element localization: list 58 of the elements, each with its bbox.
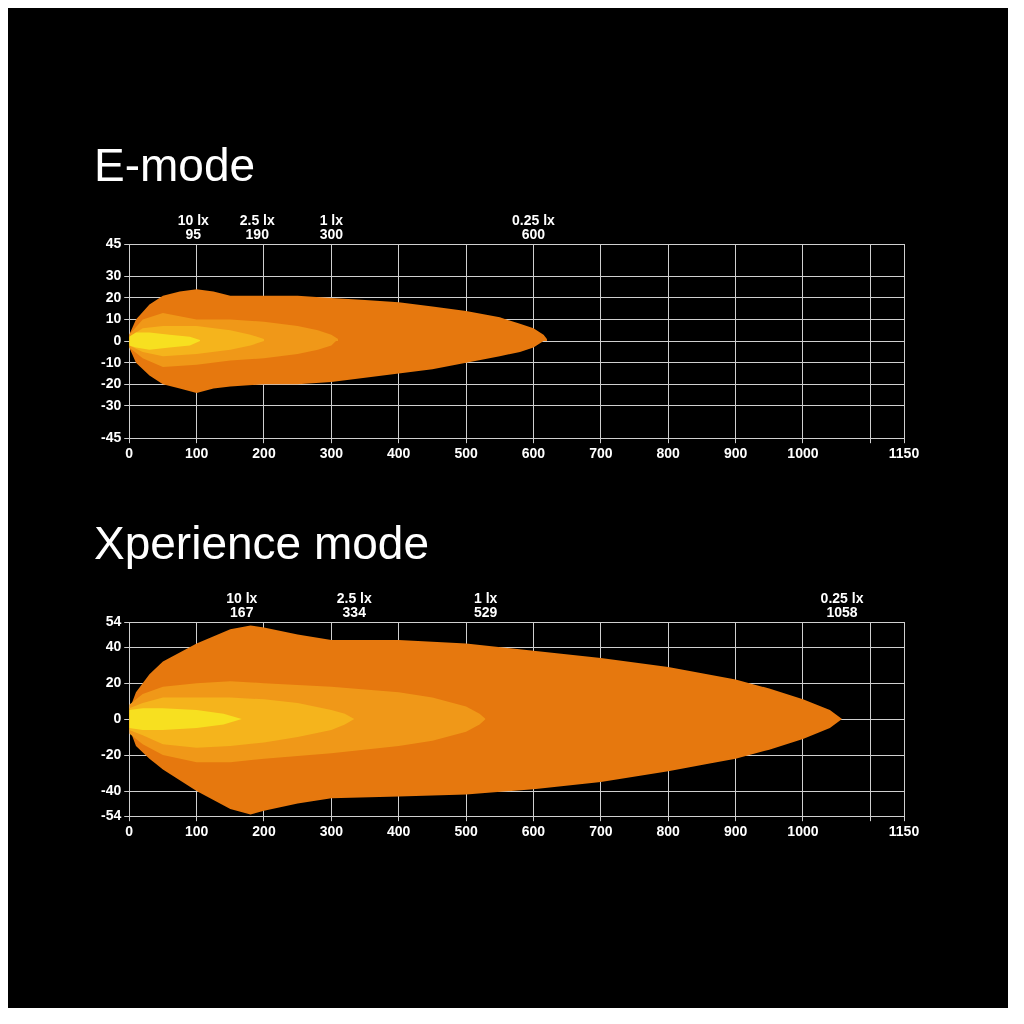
x-tick-label: 100 <box>184 445 209 462</box>
x-tick-label: 1150 <box>888 823 920 840</box>
x-tick-label: 300 <box>319 823 344 840</box>
text: 0.25 lx <box>820 589 864 606</box>
y-tick-label: 40 <box>105 638 122 655</box>
y-tick-label: -20 <box>101 745 122 762</box>
x-tick-label: 1000 <box>787 823 819 840</box>
y-tick-label: 0 <box>113 331 122 348</box>
x2-tick-label: 529 <box>473 603 498 620</box>
x-tick-label: 800 <box>656 823 681 840</box>
y-tick-label: -30 <box>101 396 122 413</box>
text: 0.25 lx <box>512 211 556 228</box>
y-tick-label: -20 <box>101 375 122 392</box>
y-tick-label: 20 <box>105 674 122 690</box>
y-tick-label: 20 <box>105 288 122 305</box>
x-tick-label: 700 <box>589 445 613 462</box>
y-tick-label: -10 <box>101 353 122 370</box>
x2-tick-label: 190 <box>245 225 270 242</box>
y-tick-label: -45 <box>101 429 122 446</box>
x-tick-label: 500 <box>454 823 478 840</box>
y-tick-label: 0 <box>113 709 122 726</box>
x-tick-label: 1000 <box>787 445 819 462</box>
y-tick-label: 30 <box>105 267 122 284</box>
text: 10 lx <box>177 211 210 228</box>
x-tick-label: 400 <box>387 445 411 462</box>
chart-title: Xperience mode <box>94 516 430 570</box>
y-tick-label: -40 <box>101 781 122 798</box>
y-tick-label: 10 <box>105 310 122 327</box>
x-tick-label: 600 <box>521 445 546 462</box>
x2-tick-label: 167 <box>230 603 254 620</box>
text: 10 lx <box>226 589 258 606</box>
x-tick-label: 0 <box>125 823 134 840</box>
x-tick-label: 200 <box>252 445 276 462</box>
x2-tick-label: 334 <box>342 603 367 620</box>
y-tick-label: 54 <box>105 612 122 629</box>
y-tick-label: -54 <box>101 807 122 824</box>
text: 2.5 lx <box>239 211 275 228</box>
x2-tick-label: 95 <box>185 225 202 242</box>
x-tick-label: 100 <box>184 823 209 840</box>
x-tick-label: 1150 <box>888 445 920 462</box>
x-tick-label: 900 <box>723 823 748 840</box>
text: 1 lx <box>319 211 344 228</box>
x-tick-label: 400 <box>387 823 411 840</box>
y-tick-label: 45 <box>105 234 122 251</box>
x2-tick-label: 600 <box>521 225 546 242</box>
x-tick-label: 600 <box>521 823 546 840</box>
x-tick-label: 900 <box>723 445 748 462</box>
x-tick-label: 300 <box>319 445 344 462</box>
text: 2.5 lx <box>336 589 372 606</box>
chart-title: E-mode <box>94 138 257 192</box>
text: 1 lx <box>473 589 498 606</box>
x-tick-label: 800 <box>656 445 681 462</box>
x2-tick-label: 1058 <box>826 603 858 620</box>
x-tick-label: 200 <box>252 823 276 840</box>
x-tick-label: 700 <box>589 823 613 840</box>
x-tick-label: 500 <box>454 445 478 462</box>
x2-tick-label: 300 <box>319 225 344 242</box>
x-tick-label: 0 <box>125 445 134 462</box>
